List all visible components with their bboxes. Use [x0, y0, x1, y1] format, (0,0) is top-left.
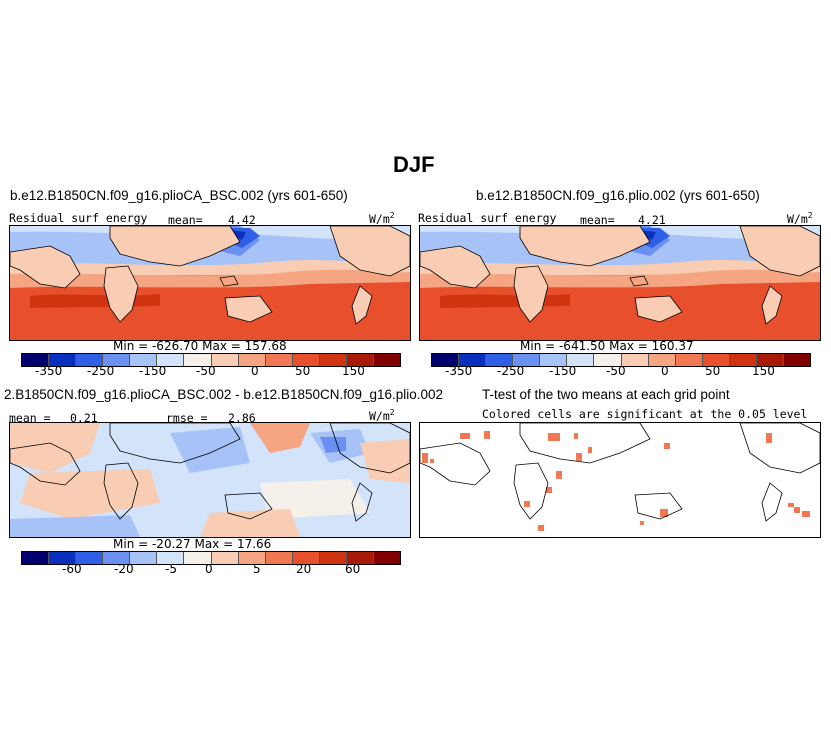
- colorbar-swatch: [157, 354, 185, 366]
- panel3-colorbar: [21, 551, 401, 565]
- panel2-variable: Residual surf energy: [418, 211, 557, 225]
- colorbar-swatch: [103, 552, 131, 564]
- colorbar-swatch: [513, 354, 541, 366]
- panel3-title: 2.B1850CN.f09_g16.plioCA_BSC.002 - b.e12…: [4, 387, 444, 402]
- colorbar-swatch: [238, 552, 266, 564]
- panel1-cb-tick-label: -250: [87, 364, 115, 378]
- panel2-title: b.e12.B1850CN.f09_g16.plio.002 (yrs 601-…: [476, 188, 760, 203]
- panel1-mean-label: mean=: [168, 213, 203, 227]
- colorbar-swatch: [265, 552, 293, 564]
- colorbar-swatch: [292, 552, 320, 564]
- colorbar-swatch: [594, 354, 622, 366]
- colorbar-swatch: [756, 354, 785, 366]
- panel3-mean-label: mean =: [9, 411, 51, 425]
- colorbar-swatch: [374, 552, 401, 564]
- panel4-subtitle: Colored cells are significant at the 0.0…: [482, 407, 808, 421]
- panel2-cb-tick-label: -350: [445, 364, 473, 378]
- colorbar-swatch: [130, 552, 158, 564]
- colorbar-swatch: [486, 354, 514, 366]
- panel1-title: b.e12.B1850CN.f09_g16.plioCA_BSC.002 (yr…: [10, 188, 348, 203]
- colorbar-swatch: [675, 354, 703, 366]
- colorbar-swatch: [319, 354, 347, 366]
- colorbar-swatch: [238, 354, 266, 366]
- colorbar-swatch: [319, 552, 347, 564]
- panel4-map: [419, 422, 821, 538]
- colorbar-swatch: [729, 354, 757, 366]
- colorbar-swatch: [374, 354, 401, 366]
- colorbar-swatch: [648, 354, 676, 366]
- colorbar-swatch: [346, 552, 375, 564]
- colorbar-swatch: [157, 552, 185, 564]
- colorbar-swatch: [784, 354, 811, 366]
- panel1-cb-tick-label: 50: [295, 364, 311, 378]
- colorbar-swatch: [459, 354, 487, 366]
- panel3-map: [9, 422, 411, 538]
- panel1-colorbar: [21, 353, 401, 367]
- panel3-cb-tick-label: -60: [62, 562, 82, 576]
- panel3-cb-tick-label: -5: [165, 562, 177, 576]
- colorbar-swatch: [49, 354, 77, 366]
- panel1-variable: Residual surf energy: [9, 211, 148, 225]
- panel2-mean-label: mean=: [580, 213, 615, 227]
- panel2-cb-tick-label: 150: [752, 364, 775, 378]
- colorbar-swatch: [76, 552, 104, 564]
- colorbar-swatch: [567, 354, 595, 366]
- colorbar-swatch: [184, 354, 212, 366]
- panel2-cb-tick-label: 0: [661, 364, 669, 378]
- panel2-colorbar: [431, 353, 811, 367]
- panel1-map: [9, 225, 411, 341]
- colorbar-swatch: [432, 354, 460, 366]
- colorbar-swatch: [76, 354, 104, 366]
- panel2-map: [419, 225, 821, 341]
- colorbar-swatch: [621, 354, 649, 366]
- panel2-mean: 4.21: [638, 213, 666, 227]
- panel1-cb-tick-label: 150: [342, 364, 365, 378]
- panel3-cb-tick-label: 0: [205, 562, 213, 576]
- panel3-units: W/m2: [369, 408, 395, 423]
- figure-title: DJF: [393, 152, 435, 177]
- panel1-cb-tick-label: -150: [139, 364, 167, 378]
- panel3-mean: 0.21: [70, 411, 98, 425]
- panel1-cb-tick-label: -350: [35, 364, 63, 378]
- panel3-rmse-label: rmse =: [166, 411, 208, 425]
- colorbar-swatch: [292, 354, 320, 366]
- panel3-cb-tick-label: 60: [345, 562, 361, 576]
- colorbar-swatch: [103, 354, 131, 366]
- panel1-units: W/m2: [369, 211, 395, 226]
- colorbar-swatch: [211, 552, 239, 564]
- panel1-cb-tick-label: 0: [251, 364, 259, 378]
- panel2-units: W/m2: [787, 211, 813, 226]
- colorbar-swatch: [22, 354, 50, 366]
- panel3-minmax: Min = -20.27 Max = 17.66: [113, 537, 272, 551]
- panel1-cb-tick-label: -50: [196, 364, 216, 378]
- panel2-cb-tick-label: -150: [549, 364, 577, 378]
- colorbar-swatch: [702, 354, 730, 366]
- colorbar-swatch: [346, 354, 375, 366]
- panel4-title: T-test of the two means at each grid poi…: [482, 387, 730, 402]
- panel2-cb-tick-label: -50: [606, 364, 626, 378]
- colorbar-swatch: [22, 552, 50, 564]
- colorbar-swatch: [265, 354, 293, 366]
- panel3-cb-tick-label: 20: [296, 562, 312, 576]
- panel2-minmax: Min = -641.50 Max = 160.37: [520, 339, 694, 353]
- colorbar-swatch: [211, 354, 239, 366]
- colorbar-swatch: [49, 552, 77, 564]
- colorbar-swatch: [130, 354, 158, 366]
- panel2-cb-tick-label: -250: [497, 364, 525, 378]
- panel3-cb-tick-label: -20: [114, 562, 134, 576]
- panel1-minmax: Min = -626.70 Max = 157.68: [113, 339, 287, 353]
- colorbar-swatch: [184, 552, 212, 564]
- panel1-mean: 4.42: [228, 213, 256, 227]
- colorbar-swatch: [540, 354, 568, 366]
- panel3-cb-tick-label: 5: [253, 562, 261, 576]
- panel2-cb-tick-label: 50: [705, 364, 721, 378]
- panel3-rmse: 2.86: [228, 411, 256, 425]
